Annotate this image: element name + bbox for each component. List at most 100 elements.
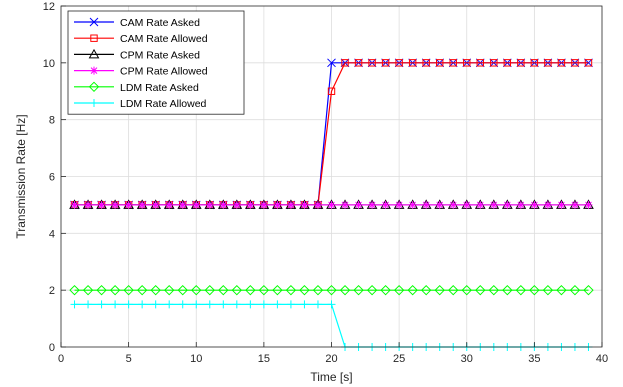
data-point — [138, 200, 147, 209]
data-point — [503, 200, 512, 209]
x-tick-label: 0 — [58, 353, 64, 365]
y-tick-label: 4 — [49, 228, 55, 240]
legend-box — [67, 10, 245, 115]
axis-ticks: 0 5 10 15 20 25 30 35 40 0 2 4 6 8 10 12 — [43, 1, 608, 365]
data-point — [258, 284, 270, 296]
data-point — [543, 200, 552, 209]
data-point — [395, 200, 404, 209]
legend-marker — [90, 66, 98, 75]
legend-label: LDM Rate Allowed — [120, 98, 207, 110]
data-point — [205, 300, 214, 309]
data-point — [381, 200, 390, 209]
data-point — [327, 58, 336, 68]
data-point — [341, 200, 350, 209]
data-point — [246, 200, 255, 209]
data-point — [299, 284, 310, 296]
data-point — [70, 200, 79, 209]
data-point — [70, 300, 79, 309]
data-point — [353, 284, 364, 296]
data-point — [393, 284, 405, 296]
data-point — [312, 284, 324, 296]
x-tick-label: 40 — [596, 353, 608, 365]
data-point — [449, 200, 458, 209]
data-point — [136, 284, 148, 296]
data-point — [246, 300, 255, 309]
data-point — [556, 284, 567, 296]
data-point — [165, 200, 174, 209]
data-point — [407, 284, 418, 296]
data-point — [84, 300, 93, 309]
data-point — [191, 284, 202, 296]
data-point — [571, 59, 579, 67]
data-point — [515, 284, 527, 296]
data-point — [463, 59, 471, 67]
data-point — [490, 59, 498, 67]
data-point — [300, 200, 309, 209]
data-point — [313, 200, 322, 209]
series-ldm-rate-asked — [69, 284, 594, 296]
legend-item: CPM Rate Allowed — [74, 66, 208, 78]
data-point — [109, 284, 121, 296]
data-point — [205, 200, 214, 209]
data-point — [124, 300, 133, 309]
data-point — [584, 200, 593, 209]
legend: CAM Rate Asked CAM Rate Allowed CPM Rate A… — [67, 10, 245, 115]
data-point — [434, 284, 445, 296]
legend-label: CPM Rate Allowed — [120, 66, 208, 78]
data-point — [422, 200, 431, 209]
data-point — [502, 284, 513, 296]
data-point — [97, 200, 106, 209]
data-point — [232, 200, 241, 209]
data-point — [569, 284, 581, 296]
data-point — [476, 200, 485, 209]
data-point — [503, 59, 512, 67]
data-point — [219, 200, 228, 209]
legend-marker — [89, 17, 99, 27]
data-point — [111, 200, 120, 209]
data-point — [530, 200, 539, 209]
legend-item: CAM Rate Allowed — [74, 33, 208, 45]
data-point — [435, 200, 444, 209]
legend-label: CAM Rate Asked — [120, 17, 200, 29]
x-axis-label: Time [s] — [310, 370, 352, 384]
data-point — [326, 284, 337, 296]
y-tick-label: 6 — [49, 172, 55, 184]
data-point — [327, 87, 336, 95]
x-tick-label: 35 — [528, 353, 540, 365]
data-point — [395, 59, 403, 67]
data-point — [84, 200, 93, 209]
y-tick-label: 8 — [49, 115, 55, 127]
legend-marker — [88, 81, 100, 93]
data-point — [584, 59, 593, 67]
data-point — [339, 284, 351, 296]
data-point — [231, 284, 243, 296]
data-point — [82, 284, 94, 296]
data-point — [273, 300, 282, 309]
data-point — [529, 284, 540, 296]
data-point — [178, 300, 187, 309]
data-point — [516, 200, 525, 209]
y-tick-label: 10 — [43, 58, 55, 70]
data-point — [178, 200, 187, 209]
data-point — [327, 300, 336, 309]
data-point — [366, 284, 378, 296]
data-point — [285, 284, 297, 296]
data-point — [420, 284, 432, 296]
data-point — [259, 200, 268, 209]
y-tick-label: 12 — [43, 1, 55, 13]
data-point — [475, 284, 486, 296]
data-point — [245, 284, 256, 296]
legend-label: CPM Rate Asked — [120, 49, 200, 61]
legend-item: LDM Rate Allowed — [74, 98, 207, 110]
y-tick-label: 2 — [49, 285, 55, 297]
data-point — [557, 200, 566, 209]
data-point — [368, 200, 377, 209]
x-tick-label: 5 — [126, 353, 132, 365]
legend-marker — [90, 99, 98, 107]
legend-marker — [88, 48, 100, 59]
data-point — [462, 200, 471, 209]
data-point — [177, 284, 188, 296]
data-point — [476, 59, 484, 67]
data-point — [449, 59, 457, 67]
